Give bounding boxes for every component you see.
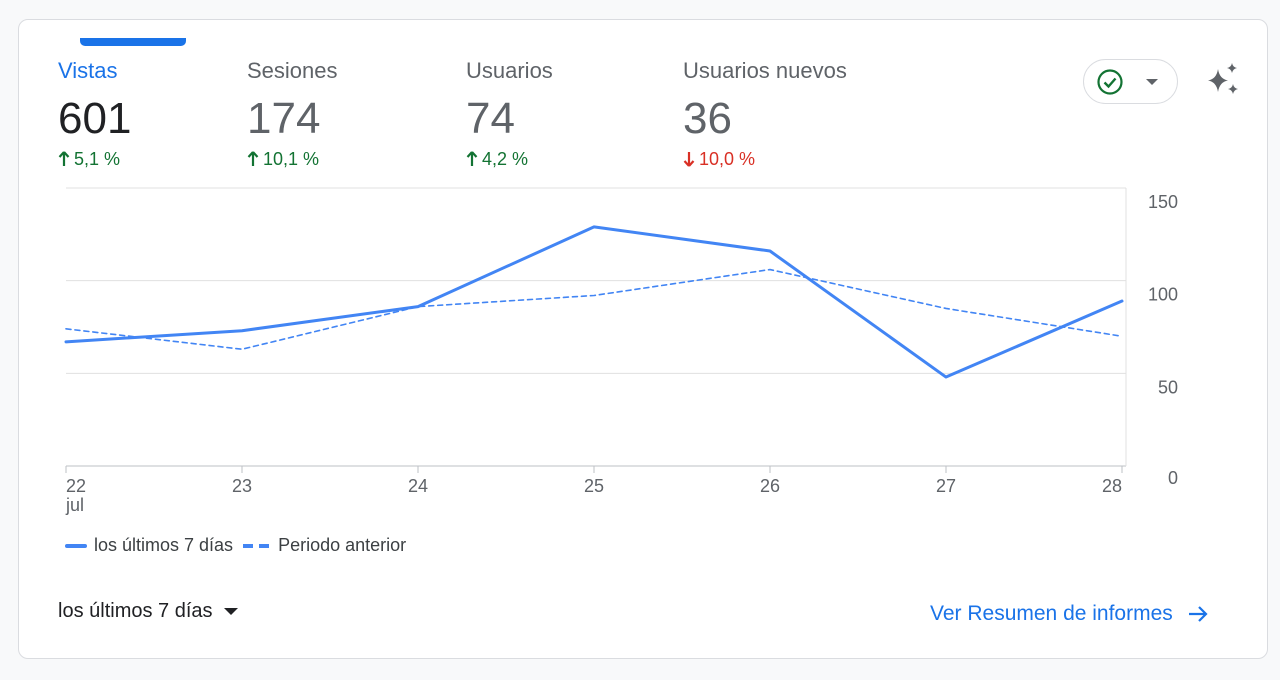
- chart-legend: los últimos 7 días Periodo anterior: [65, 535, 406, 556]
- metric-tab-views[interactable]: Vistas 601 5,1 %: [58, 58, 131, 170]
- legend-item-current: los últimos 7 días: [65, 535, 233, 556]
- metric-delta-text: 5,1 %: [74, 149, 121, 169]
- metric-delta: 10,0 %: [683, 148, 847, 170]
- caret-down-icon: [223, 608, 238, 615]
- check-circle-icon: [1097, 68, 1123, 95]
- arrow-right-icon: [1188, 606, 1208, 622]
- metric-tab-new-users[interactable]: Usuarios nuevos 36 10,0 %: [683, 58, 847, 170]
- date-range-dropdown[interactable]: los últimos 7 días: [58, 600, 239, 623]
- legend-swatch-solid: [65, 543, 87, 548]
- legend-item-previous: Periodo anterior: [243, 535, 406, 556]
- arrow-up-icon: [466, 151, 478, 166]
- active-tab-indicator: [80, 38, 186, 46]
- legend-swatch-dashed: [243, 543, 272, 548]
- metric-tab-sessions[interactable]: Sesiones 174 10,1 %: [247, 58, 338, 170]
- legend-label: los últimos 7 días: [94, 535, 234, 555]
- view-reports-label: Ver Resumen de informes: [930, 602, 1173, 625]
- metric-tab-users[interactable]: Usuarios 74 4,2 %: [466, 58, 553, 170]
- metric-delta: 4,2 %: [466, 148, 553, 170]
- overview-card: [18, 19, 1268, 659]
- view-reports-link[interactable]: Ver Resumen de informes: [930, 602, 1209, 626]
- arrow-up-icon: [58, 151, 70, 166]
- caret-down-icon: [1146, 78, 1158, 85]
- metric-label: Usuarios nuevos: [683, 58, 847, 83]
- metric-delta-text: 4,2 %: [482, 149, 529, 169]
- metric-delta: 10,1 %: [247, 148, 338, 170]
- metric-label: Usuarios: [466, 58, 553, 83]
- metric-value: 174: [247, 94, 321, 143]
- insights-button[interactable]: [1202, 59, 1244, 101]
- arrow-down-icon: [683, 152, 695, 167]
- metric-delta-text: 10,1 %: [263, 149, 320, 169]
- metric-label: Vistas: [58, 58, 118, 83]
- legend-label: Periodo anterior: [278, 535, 407, 555]
- metric-value: 36: [683, 94, 732, 143]
- date-range-label: los últimos 7 días: [58, 600, 213, 622]
- metric-label: Sesiones: [247, 58, 338, 83]
- metric-delta-text: 10,0 %: [699, 149, 756, 169]
- metric-value: 601: [58, 94, 132, 143]
- metric-value: 74: [466, 94, 515, 143]
- metric-delta: 5,1 %: [58, 148, 131, 170]
- arrow-up-icon: [247, 151, 259, 166]
- sparkle-icon: [1208, 63, 1238, 94]
- data-quality-status-button[interactable]: [1083, 59, 1178, 104]
